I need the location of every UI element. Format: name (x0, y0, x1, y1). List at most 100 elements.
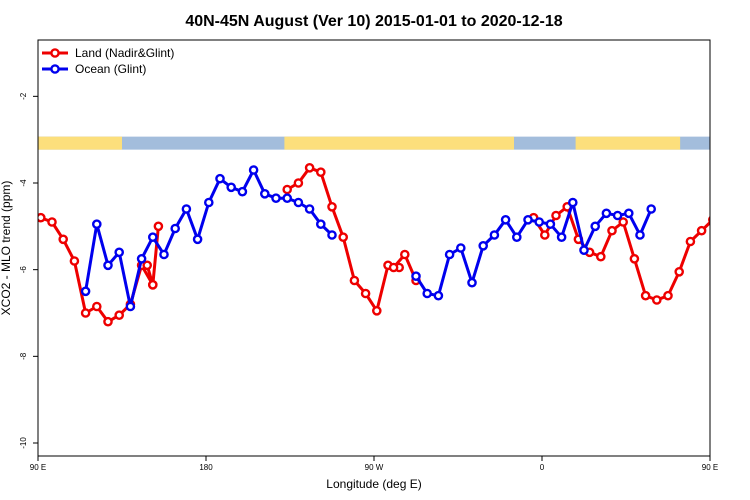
data-point (540, 230, 550, 240)
data-point (371, 305, 382, 316)
data-point (601, 208, 612, 219)
data-point (556, 232, 567, 242)
y-axis-label: XCO2 - MLO trend (ppm) (0, 181, 13, 316)
x-tick-label: 180 (199, 463, 213, 472)
data-point (282, 193, 293, 203)
data-point (534, 217, 545, 227)
data-point (170, 223, 180, 234)
data-point (467, 277, 477, 288)
data-point (114, 310, 124, 321)
data-point (489, 230, 500, 240)
data-point (411, 271, 421, 282)
land-ocean-band (38, 136, 710, 150)
data-point (607, 225, 617, 236)
series-ocean (80, 165, 657, 312)
x-tick-label: 90 E (702, 463, 718, 472)
data-point (646, 204, 657, 214)
legend-label: Ocean (Glint) (75, 62, 146, 76)
data-point (282, 184, 293, 195)
x-axis-label: Longitude (deg E) (326, 477, 421, 491)
data-point (590, 221, 601, 232)
x-tick-label: 0 (540, 463, 545, 472)
data-point (38, 212, 46, 223)
data-point (125, 301, 136, 312)
x-tick-label: 90 W (365, 463, 384, 472)
data-point (596, 251, 606, 262)
data-point (388, 262, 399, 273)
x-axis: 90 E 180 90 W 0 90 E (30, 456, 718, 472)
data-point (433, 290, 444, 301)
data-point (685, 236, 696, 247)
data-point (624, 208, 634, 219)
data-point (147, 279, 158, 290)
data-point (635, 230, 645, 240)
data-point (568, 197, 578, 208)
data-point (226, 182, 236, 193)
data-point (338, 232, 349, 242)
data-point (674, 266, 685, 277)
data-point (629, 253, 640, 264)
data-point (153, 221, 164, 232)
data-point (192, 234, 203, 245)
data-point (103, 260, 113, 271)
data-point (663, 290, 673, 301)
data-point (500, 214, 511, 225)
y-tick-label: -6 (19, 266, 28, 274)
data-point (327, 230, 337, 240)
data-point (58, 234, 69, 245)
land-band-segment (575, 136, 681, 150)
data-point (92, 301, 102, 312)
data-point (696, 225, 707, 236)
legend-item: Land (Nadir&Glint) (42, 46, 174, 60)
data-point (136, 253, 147, 264)
data-point (259, 188, 270, 199)
data-point (545, 219, 556, 229)
data-point (360, 288, 371, 299)
data-point (92, 219, 102, 229)
legend-swatch-marker (50, 48, 60, 58)
data-point (478, 240, 489, 251)
data-point (327, 201, 337, 212)
y-tick-label: -10 (19, 437, 28, 449)
chart-title: 40N-45N August (Ver 10) 2015-01-01 to 20… (185, 13, 562, 30)
data-point (248, 165, 259, 175)
land-band-segment (38, 136, 122, 150)
y-tick-label: -8 (19, 352, 28, 360)
data-point (215, 173, 225, 184)
y-tick-label: -4 (19, 179, 28, 187)
data-point (114, 247, 124, 258)
data-point (293, 178, 304, 188)
data-point (159, 249, 169, 260)
data-point (444, 249, 455, 260)
data-point (652, 295, 662, 305)
data-point (551, 210, 561, 221)
data-point (618, 217, 629, 227)
data-point (293, 197, 304, 208)
data-point (579, 245, 589, 255)
data-point (103, 316, 113, 327)
data-point (80, 286, 91, 297)
data-point (47, 217, 57, 227)
y-tick-label: -2 (19, 92, 28, 100)
data-point (399, 249, 410, 260)
data-point (181, 204, 192, 214)
legend-item: Ocean (Glint) (42, 62, 146, 76)
data-point (315, 219, 326, 229)
legend-swatch-marker (50, 64, 60, 74)
data-point (612, 210, 623, 221)
data-point (142, 260, 152, 271)
legend: Land (Nadir&Glint) Ocean (Glint) (42, 46, 174, 76)
x-tick-label: 90 E (30, 463, 46, 472)
series-layer (38, 162, 710, 327)
data-point (304, 162, 315, 173)
y-axis: -2 -4 -6 -8 -10 (19, 92, 38, 449)
data-point (315, 167, 326, 177)
legend-label: Land (Nadir&Glint) (75, 46, 174, 60)
data-point (349, 275, 360, 286)
data-point (422, 288, 433, 299)
data-point (80, 308, 91, 318)
data-point (512, 232, 522, 242)
land-band-segment (284, 136, 514, 150)
data-point (237, 186, 248, 197)
